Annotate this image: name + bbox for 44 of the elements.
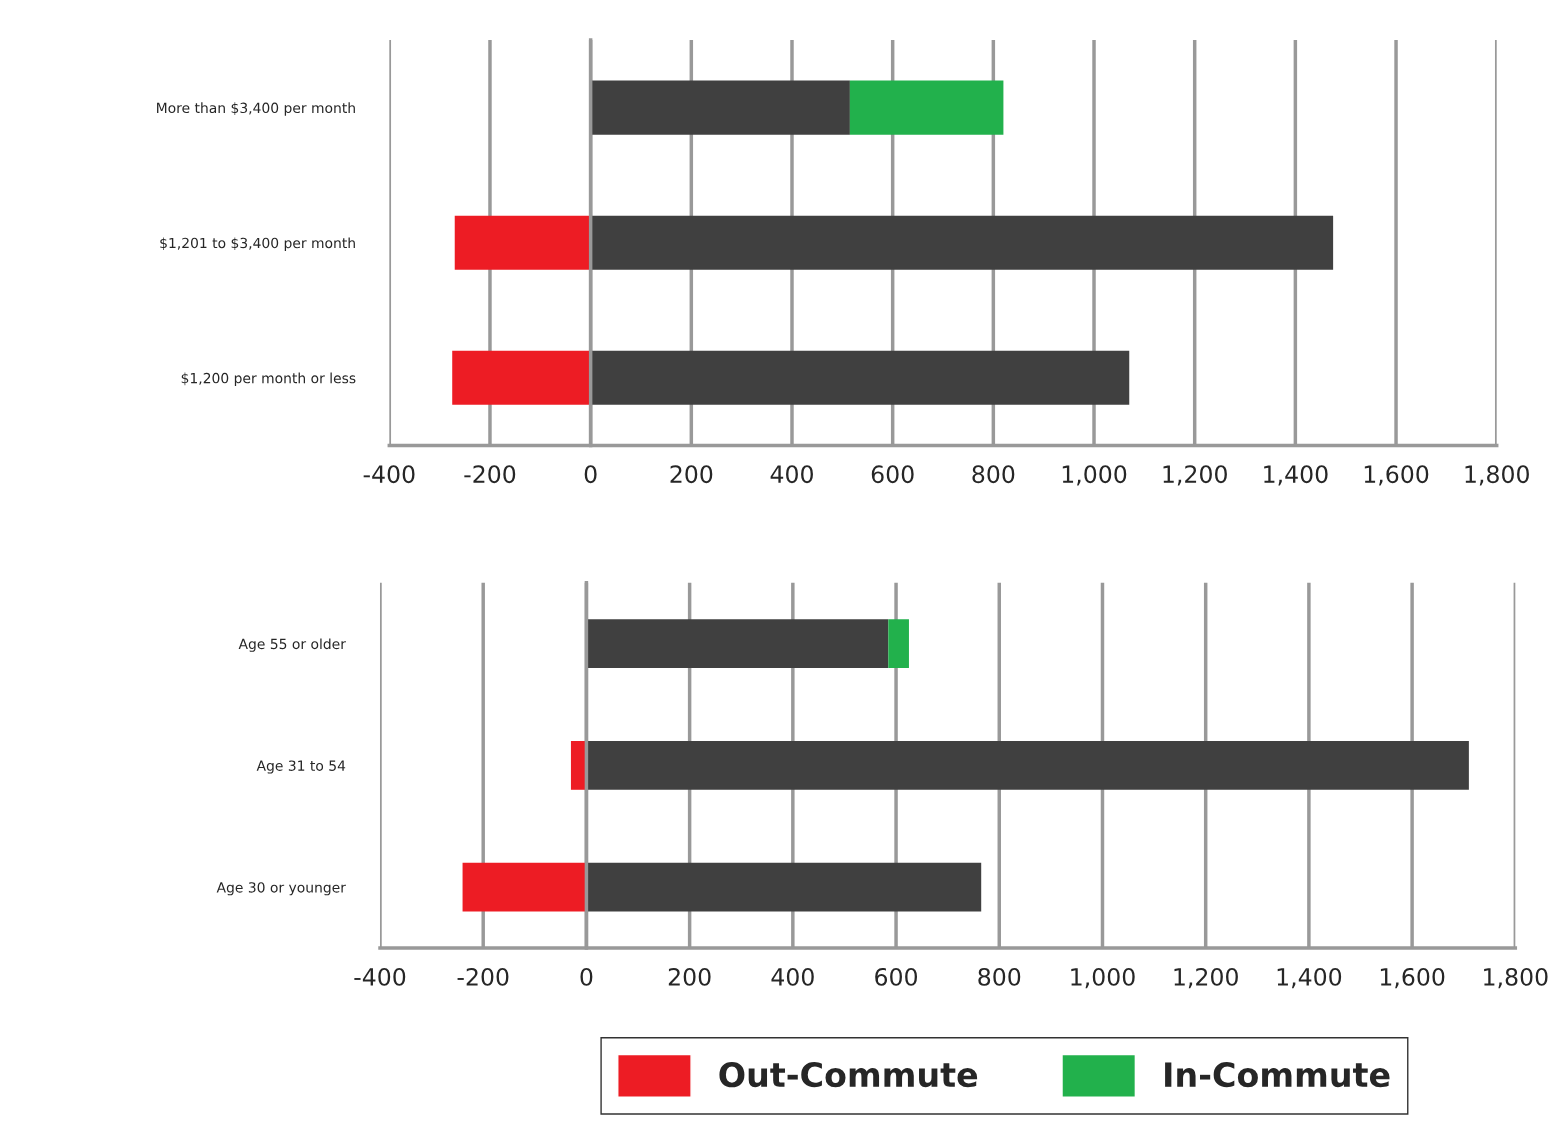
bar: [586, 741, 1469, 790]
x-tick-label: 1,000: [1071, 967, 1135, 989]
x-tick-label: 0: [584, 465, 597, 484]
bar: [586, 619, 889, 669]
x-tick-label: -400: [363, 465, 415, 484]
y-tick-label: Age 31 to 54: [256, 760, 346, 774]
bar: [590, 215, 1334, 270]
x-tick-label: 1,400: [1277, 967, 1342, 989]
x-tick-label: 1,400: [1264, 465, 1328, 486]
bar: [586, 862, 982, 912]
x-tick-label: 800: [972, 465, 1015, 484]
bar: [452, 350, 591, 405]
bar: [454, 215, 591, 270]
bar: [590, 350, 1130, 405]
x-tick-label: 800: [978, 967, 1021, 986]
x-tick-label: 600: [875, 967, 918, 986]
x-tick-label: 1,200: [1174, 967, 1238, 989]
x-tick-label: 200: [670, 465, 713, 484]
y-tick-label: Age 55 or older: [238, 638, 346, 652]
x-tick-label: 1,200: [1163, 465, 1227, 486]
y-tick-label: Age 30 or younger: [216, 882, 346, 896]
bar: [590, 80, 850, 135]
legend-label: In-Commute: [1165, 1062, 1390, 1088]
x-tick-label: -200: [457, 967, 509, 986]
y-tick-label: $1,201 to $3,400 per month: [160, 237, 355, 251]
bar: [888, 619, 909, 669]
x-tick-label: 400: [770, 465, 813, 484]
bar: [462, 862, 587, 912]
x-tick-label: 1,800: [1465, 465, 1529, 486]
x-tick-label: 1,000: [1062, 465, 1127, 486]
y-tick-label: $1,200 per month or less: [181, 372, 356, 387]
x-tick-label: 400: [771, 967, 814, 986]
x-tick-label: 1,600: [1364, 465, 1429, 486]
y-tick-label: More than $3,400 per month: [157, 102, 355, 116]
x-tick-label: 1,800: [1484, 967, 1548, 989]
legend-label: Out-Commute: [719, 1062, 978, 1088]
x-tick-label: -400: [354, 967, 406, 986]
bar: [849, 80, 1004, 135]
bar: [570, 741, 587, 790]
x-tick-label: 0: [580, 967, 593, 986]
x-tick-label: 200: [668, 967, 711, 986]
x-tick-label: 1,600: [1380, 967, 1445, 989]
x-tick-label: 600: [871, 465, 914, 484]
x-tick-label: -200: [464, 465, 516, 484]
